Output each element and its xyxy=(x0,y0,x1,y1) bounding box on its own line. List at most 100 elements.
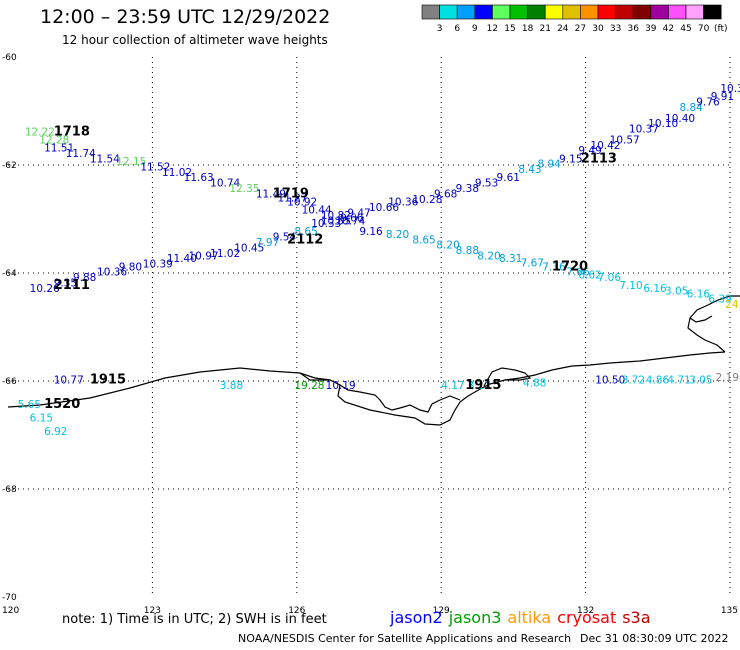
swh-value-label: 12.15 xyxy=(116,156,146,168)
swh-value-label: 10.66 xyxy=(369,202,399,214)
swh-value-label: 10.26 xyxy=(30,283,60,295)
swh-value-label: 9.68 xyxy=(434,188,457,200)
coastline-inlet xyxy=(339,384,461,413)
scale-label: 9 xyxy=(472,24,478,34)
swh-value-label: 9.53 xyxy=(475,178,498,190)
axis-labels: 120 123 126 129 132 135 -60 -62 -64 -66 -68 -70 xyxy=(2,53,738,616)
swh-value-label: 10.36 xyxy=(388,197,418,209)
swh-value-label: 7.06 xyxy=(598,272,622,284)
swh-value-label: 9.16 xyxy=(359,226,383,238)
swh-value-label: 6.92 xyxy=(44,426,67,438)
lon-tick-label: 135 xyxy=(721,606,738,616)
swh-value-label: 11.51 xyxy=(44,143,74,155)
swh-value-label: 10.44 xyxy=(302,205,332,217)
swh-value-label: 10.42 xyxy=(590,140,620,152)
swh-value-label: 10.19 xyxy=(326,380,356,392)
swh-value-label: 8.88 xyxy=(456,245,479,257)
swh-value-label: 9.76 xyxy=(696,97,720,109)
swh-value-label: 5.65 xyxy=(18,399,41,411)
swh-value-label: 12.22 xyxy=(25,126,55,138)
swh-value-label: 11.54 xyxy=(90,153,120,165)
swh-value-label: 11.49 xyxy=(256,188,286,200)
swh-value-label: 8.20 xyxy=(477,251,500,263)
scale-label: 45 xyxy=(680,24,691,34)
swh-value-label: 8.20 xyxy=(436,240,459,252)
lat-tick-label: -66 xyxy=(2,377,17,387)
swh-value-label: 10.97 xyxy=(189,251,219,263)
scale-label: 6 xyxy=(454,24,460,34)
swh-value-label: 19.28 xyxy=(294,380,324,392)
swh-value-label: 3.12 xyxy=(468,380,491,392)
swh-value-label: 4.86 xyxy=(646,375,670,387)
swh-value-label: 10.28 xyxy=(412,194,442,206)
swh-value-label: 3.88 xyxy=(220,380,243,392)
swh-value-label: 8.84 xyxy=(679,102,703,114)
swh-value-label: 7.97 xyxy=(256,237,279,249)
scale-unit: (ft) xyxy=(714,24,728,34)
pass-time-label: 2111 xyxy=(54,278,90,293)
swh-value-label: 6.16 xyxy=(687,288,711,300)
swh-value-label: 24.52 xyxy=(725,299,740,311)
satellite-legend-jason3: jason3 xyxy=(448,608,502,627)
swh-value-label: 10.31 xyxy=(720,83,740,95)
swh-value-label: 11.40 xyxy=(167,253,197,265)
swh-value-label: 11.52 xyxy=(140,161,170,173)
lat-tick-label: -64 xyxy=(2,269,17,279)
scale-label: 39 xyxy=(645,24,657,34)
swh-value-label: 9.88 xyxy=(73,272,96,284)
swh-value-label: 8.94 xyxy=(537,159,561,171)
swh-value-label: 8.65 xyxy=(412,234,435,246)
scale-label: 33 xyxy=(610,24,621,34)
swh-value-label: 10.55 xyxy=(321,215,351,227)
lat-tick-label: -68 xyxy=(2,485,17,495)
time-labels: 1718 1719 2112 2113 2111 1720 1915 1915 1520 xyxy=(44,124,617,412)
coastline-east-inner xyxy=(689,315,713,323)
swh-value-label: 9.54 xyxy=(273,232,297,244)
swh-value-label: 10.45 xyxy=(234,242,264,254)
color-scale-legend: 3 6 9 12 15 18 21 24 27 30 33 36 39 42 45 70 (ft) xyxy=(421,4,728,34)
wave-height-labels: 12.2212.2811.5111.7411.5412.1511.5211.02… xyxy=(18,83,740,438)
swh-value-label: 10.33 xyxy=(311,218,341,230)
swh-value-label: 10.92 xyxy=(287,197,317,209)
swh-value-label: 7.36 xyxy=(542,261,566,273)
satellite-legend-altika: altika xyxy=(507,608,552,627)
swh-value-label: 10.74 xyxy=(335,215,365,227)
swh-value-label: 8.65 xyxy=(294,226,317,238)
pass-time-label: 1520 xyxy=(44,397,80,412)
swh-value-label: 4.17 xyxy=(441,380,464,392)
satellite-legend-s3a: s3a xyxy=(622,608,651,627)
scale-label: 70 xyxy=(698,24,710,34)
swh-value-label: 10.40 xyxy=(665,113,695,125)
scale-label: 12 xyxy=(487,24,498,34)
note-text: note: 1) Time is in UTC; 2) SWH is in fe… xyxy=(62,612,327,627)
swh-value-label: 7.10 xyxy=(619,280,642,292)
scale-swatch xyxy=(703,4,722,20)
scale-label: 24 xyxy=(557,24,569,34)
swh-value-label: 2.19 xyxy=(716,372,739,384)
swh-value-label: 9.49 xyxy=(578,145,601,157)
swh-value-label: 9.38 xyxy=(456,183,479,195)
swh-value-label: 7.66 xyxy=(566,267,590,279)
pass-time-label: 1915 xyxy=(90,373,126,388)
swh-value-label: 6.16 xyxy=(643,283,667,295)
swh-value-label: 10.36 xyxy=(97,267,127,279)
graticule xyxy=(8,57,731,597)
swh-value-label: 9.61 xyxy=(497,172,520,184)
swh-value-label: 12.28 xyxy=(39,134,69,146)
lon-tick-label: 126 xyxy=(288,606,305,616)
swh-value-label: 10.77 xyxy=(54,375,84,387)
lat-tick-label: -60 xyxy=(2,53,17,63)
swh-value-label: 4.71 xyxy=(667,375,690,387)
swh-value-label: 6.39 xyxy=(708,294,731,306)
swh-value-label: 9.47 xyxy=(347,207,370,219)
swh-value-label: 12.35 xyxy=(229,183,259,195)
swh-value-label: 10.39 xyxy=(143,259,173,271)
swh-value-label: 3.05 xyxy=(665,286,688,298)
swh-value-label: 3.05 xyxy=(689,375,712,387)
pass-time-label: 1915 xyxy=(465,378,501,393)
coastline-peninsula xyxy=(483,367,532,387)
scale-label: 42 xyxy=(663,24,674,34)
swh-value-label: 11.74 xyxy=(66,148,96,160)
lat-tick-label: -62 xyxy=(2,161,17,171)
